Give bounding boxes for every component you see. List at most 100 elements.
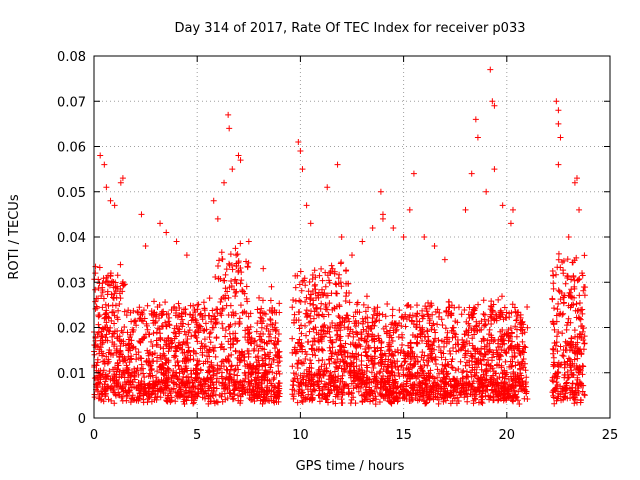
data-point (210, 368, 217, 375)
data-point (560, 393, 567, 400)
data-point (154, 380, 161, 387)
data-point (372, 348, 379, 355)
data-point (371, 308, 378, 315)
data-point (306, 328, 313, 335)
data-point (560, 310, 567, 317)
data-point (559, 330, 566, 337)
data-point (555, 390, 562, 397)
data-point (425, 352, 432, 359)
data-point (267, 393, 274, 400)
data-point (206, 295, 213, 302)
data-point (232, 289, 239, 296)
data-point (105, 302, 112, 309)
data-point (246, 386, 253, 393)
data-point (363, 362, 370, 369)
data-point (244, 347, 251, 354)
data-point (489, 309, 496, 316)
data-point (190, 347, 197, 354)
data-point (217, 299, 224, 306)
data-point (549, 346, 556, 353)
data-point (334, 391, 341, 398)
data-point (468, 170, 475, 177)
data-point (497, 328, 504, 335)
data-point (247, 339, 254, 346)
data-point (462, 362, 469, 369)
data-point (573, 362, 580, 369)
data-point (209, 307, 216, 314)
data-point (514, 345, 521, 352)
data-point (101, 360, 108, 367)
data-point (145, 390, 152, 397)
data-point (296, 297, 303, 304)
data-point (243, 258, 250, 265)
data-point (171, 325, 178, 332)
data-point (450, 324, 457, 331)
data-point (403, 302, 410, 309)
data-point (490, 393, 497, 400)
data-point (402, 352, 409, 359)
data-point (337, 279, 344, 286)
data-point (571, 400, 578, 407)
data-point (481, 322, 488, 329)
data-point (234, 251, 241, 258)
data-point (353, 329, 360, 336)
data-point (219, 325, 226, 332)
data-point (334, 161, 341, 168)
data-point (489, 98, 496, 105)
data-point (453, 400, 460, 407)
data-point (267, 316, 274, 323)
data-point (391, 348, 398, 355)
data-point (555, 300, 562, 307)
data-point (420, 397, 427, 404)
data-point (276, 300, 283, 307)
data-point (347, 363, 354, 370)
data-point (192, 377, 199, 384)
data-point (499, 370, 506, 377)
data-point (554, 264, 561, 271)
data-point (184, 390, 191, 397)
data-point (265, 387, 272, 394)
data-point (208, 318, 215, 325)
data-point (145, 352, 152, 359)
data-point (257, 309, 264, 316)
data-point (310, 372, 317, 379)
data-point (92, 286, 99, 293)
data-point (157, 394, 164, 401)
data-point (511, 387, 518, 394)
data-point (204, 358, 211, 365)
data-point (360, 318, 367, 325)
data-point (447, 400, 454, 407)
data-point (128, 395, 135, 402)
data-point (333, 336, 340, 343)
data-point (454, 337, 461, 344)
data-point (363, 293, 370, 300)
data-point (467, 350, 474, 357)
data-point (573, 366, 580, 373)
data-point (454, 382, 461, 389)
data-point (450, 345, 457, 352)
data-point (147, 362, 154, 369)
data-point (564, 275, 571, 282)
data-point (387, 399, 394, 406)
data-point (387, 372, 394, 379)
data-point (326, 356, 333, 363)
data-point (263, 369, 270, 376)
data-point (509, 301, 516, 308)
data-point (573, 175, 580, 182)
data-point (200, 299, 207, 306)
data-point (565, 302, 572, 309)
data-point (296, 336, 303, 343)
data-point (97, 376, 104, 383)
data-point (226, 358, 233, 365)
data-point (296, 309, 303, 316)
data-point (136, 304, 143, 311)
data-point (346, 318, 353, 325)
data-point (214, 362, 221, 369)
data-point (429, 350, 436, 357)
data-point (205, 395, 212, 402)
data-point (222, 356, 229, 363)
data-point (270, 356, 277, 363)
data-point (173, 238, 180, 245)
data-point (560, 300, 567, 307)
data-point (336, 362, 343, 369)
